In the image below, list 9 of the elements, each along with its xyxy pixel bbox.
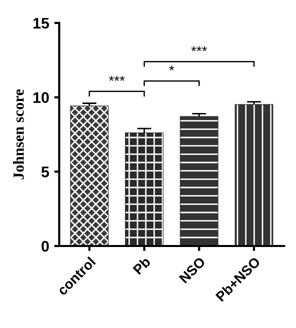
x-tick-label: Pb (132, 256, 152, 275)
annotation: *** (191, 46, 208, 52)
y-tick-label: 10 (33, 92, 49, 103)
y-tick-label: 15 (33, 18, 50, 29)
annotation: *** (108, 76, 125, 81)
y-axis-title: Johnsen score (13, 89, 24, 180)
annotation: * (169, 66, 174, 70)
y-tick-label: 5 (41, 166, 50, 178)
y-tick-label: 0 (42, 240, 49, 252)
